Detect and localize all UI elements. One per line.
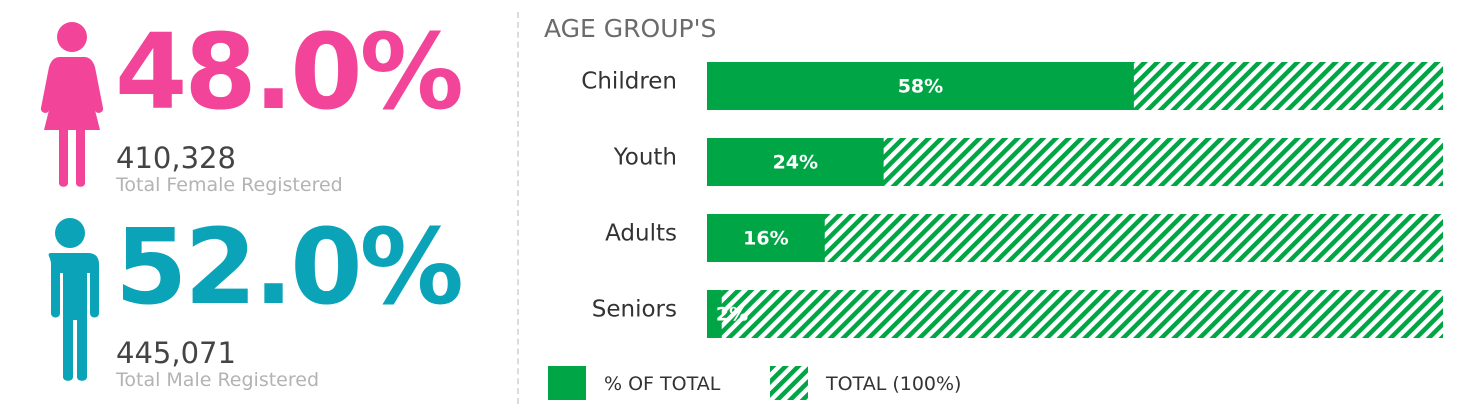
value-label-seniors: 2%: [716, 304, 748, 326]
percent-bar-children: [707, 62, 1134, 110]
age-group-chart: Children 58% Youth 24% Adults 16% Seniors 2%: [581, 62, 1443, 338]
male-percentage: 52.0%: [115, 206, 464, 328]
female-stat: 48.0% 410,328 Total Female Registered: [30, 20, 500, 200]
male-figure-icon: [48, 218, 99, 381]
chart-title: AGE GROUP'S: [544, 14, 717, 43]
category-label-seniors: Seniors: [592, 297, 677, 323]
female-percentage: 48.0%: [115, 11, 464, 133]
value-label-youth: 24%: [773, 152, 818, 174]
legend-swatch-percent: [548, 366, 586, 400]
category-label-youth: Youth: [613, 145, 677, 171]
value-label-children: 58%: [898, 76, 943, 98]
category-label-children: Children: [581, 69, 677, 95]
category-label-adults: Adults: [605, 221, 677, 247]
female-label: Total Female Registered: [116, 174, 343, 196]
section-divider: [517, 12, 519, 404]
male-stat: 52.0% 445,071 Total Male Registered: [30, 215, 500, 395]
male-label: Total Male Registered: [116, 369, 320, 391]
percent-bar-youth: [707, 138, 884, 186]
chart-legend: % OF TOTAL TOTAL (100%): [548, 366, 1148, 402]
male-count: 445,071: [116, 336, 236, 370]
value-label-adults: 16%: [743, 228, 788, 250]
legend-label-total: TOTAL (100%): [826, 373, 962, 395]
female-count: 410,328: [116, 141, 236, 175]
legend-swatch-total: [770, 366, 808, 400]
legend-label-percent: % OF TOTAL: [604, 373, 721, 395]
total-bar-seniors: [707, 290, 1443, 338]
percent-bar-adults: [707, 214, 825, 262]
female-figure-icon: [40, 22, 104, 187]
total-bar-adults: [707, 214, 1443, 262]
percent-bar-seniors: [707, 290, 722, 338]
